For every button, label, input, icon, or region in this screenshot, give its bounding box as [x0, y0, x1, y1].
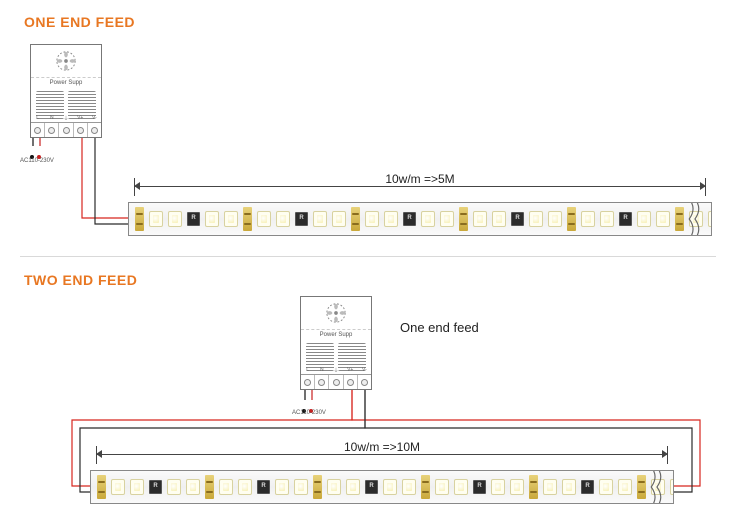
strip-row: RRRRRR [91, 471, 674, 503]
psu-terminals: L N ⏚ V+ V- [31, 122, 101, 137]
led-chip [421, 211, 435, 227]
led-chip [130, 479, 144, 495]
resistor: R [403, 212, 416, 226]
led-chip [276, 211, 290, 227]
resistor: R [619, 212, 632, 226]
led-chip [618, 479, 632, 495]
led-chip [275, 479, 289, 495]
led-chip [332, 211, 346, 227]
resistor: R [473, 480, 486, 494]
led-chip [313, 211, 327, 227]
led-chip [670, 479, 674, 495]
led-chip [402, 479, 416, 495]
led-chip [327, 479, 341, 495]
resistor: R [187, 212, 200, 226]
psu-fan-icon [301, 297, 371, 330]
section-divider [20, 256, 716, 257]
led-chip [510, 479, 524, 495]
led-chip [149, 211, 163, 227]
ac-label-two: AC110-230V [292, 410, 326, 416]
led-chip [224, 211, 238, 227]
led-chip [708, 211, 712, 227]
title-one-end: ONE END FEED [24, 14, 135, 30]
psu-fan-icon [31, 45, 101, 78]
led-chip [637, 211, 651, 227]
led-chip [562, 479, 576, 495]
solder-pad [97, 475, 106, 499]
led-chip [257, 211, 271, 227]
solder-pad [351, 207, 360, 231]
led-chip [651, 479, 665, 495]
led-chip [473, 211, 487, 227]
solder-pad [529, 475, 538, 499]
led-chip [205, 211, 219, 227]
dimension-one-label: 10w/m =>5M [379, 172, 460, 186]
led-strip-two: RRRRRR [90, 470, 674, 504]
resistor: R [149, 480, 162, 494]
resistor: R [511, 212, 524, 226]
ac-label-one: AC110-230V [20, 158, 54, 164]
led-chip [167, 479, 181, 495]
strip-row: RRRRRR [129, 203, 712, 235]
title-two-end: TWO END FEED [24, 272, 137, 288]
led-chip [600, 211, 614, 227]
solder-pad [421, 475, 430, 499]
led-chip [454, 479, 468, 495]
led-chip [543, 479, 557, 495]
led-chip [219, 479, 233, 495]
led-chip [294, 479, 308, 495]
led-chip [656, 211, 670, 227]
solder-pad [313, 475, 322, 499]
psu-terminals: L N ⏚ V+ V- [301, 374, 371, 389]
solder-pad [675, 207, 684, 231]
solder-pad [637, 475, 646, 499]
page: ONE END FEED Power Supp L N ⏚ V+ [0, 0, 736, 524]
led-chip [599, 479, 613, 495]
led-chip [168, 211, 182, 227]
dimension-two-label: 10w/m =>10M [338, 440, 426, 454]
led-chip [238, 479, 252, 495]
resistor: R [257, 480, 270, 494]
led-chip [491, 479, 505, 495]
psu-two-end: Power Supp L N ⏚ V+ V- [300, 296, 372, 390]
solder-pad [567, 207, 576, 231]
led-chip [581, 211, 595, 227]
led-chip [384, 211, 398, 227]
title-two-end-text: TWO END FEED [24, 272, 137, 288]
led-chip [435, 479, 449, 495]
led-chip [346, 479, 360, 495]
resistor: R [581, 480, 594, 494]
led-chip [689, 211, 703, 227]
psu-one-end: Power Supp L N ⏚ V+ V- [30, 44, 102, 138]
solder-pad [243, 207, 252, 231]
led-strip-one: RRRRRR [128, 202, 712, 236]
psu-label: Power Supp [301, 330, 371, 340]
resistor: R [365, 480, 378, 494]
dimension-two: 10w/m =>10M [96, 446, 668, 462]
led-chip [548, 211, 562, 227]
resistor: R [295, 212, 308, 226]
solder-pad [205, 475, 214, 499]
led-chip [186, 479, 200, 495]
led-chip [529, 211, 543, 227]
led-chip [111, 479, 125, 495]
caption-one-end-feed: One end feed [400, 320, 479, 335]
led-chip [383, 479, 397, 495]
solder-pad [135, 207, 144, 231]
led-chip [365, 211, 379, 227]
led-chip [440, 211, 454, 227]
title-one-end-text: ONE END FEED [24, 14, 135, 30]
solder-pad [459, 207, 468, 231]
dimension-one: 10w/m =>5M [134, 178, 706, 194]
led-chip [492, 211, 506, 227]
psu-label: Power Supp [31, 78, 101, 88]
